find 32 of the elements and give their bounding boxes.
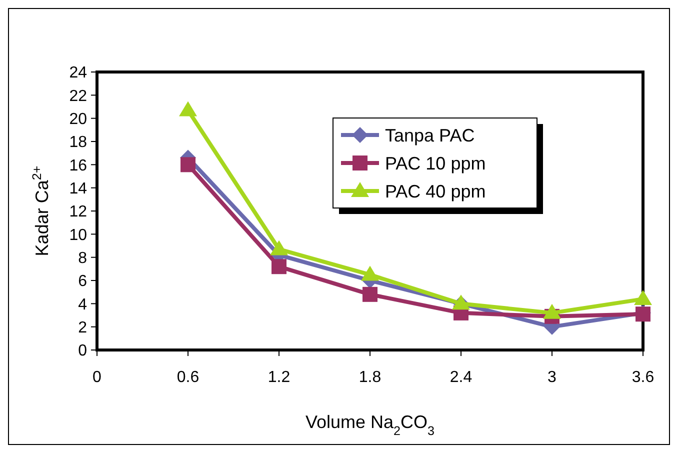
point — [272, 259, 286, 274]
y-tick-label: 24 — [69, 64, 88, 82]
point — [543, 304, 561, 319]
y-tick-label: 22 — [69, 88, 88, 105]
legend-label: Tanpa PAC — [385, 125, 475, 146]
legend-label: PAC 10 ppm — [385, 153, 486, 174]
y-tick-label: 18 — [69, 134, 88, 152]
y-tick-label: 0 — [78, 342, 88, 360]
x-tick-label: 3.6 — [632, 369, 654, 386]
point — [362, 286, 378, 302]
y-tick-label: 20 — [69, 110, 88, 128]
y-tick-label: 14 — [69, 180, 88, 198]
point — [180, 157, 196, 172]
x-tick-label: 3 — [548, 369, 557, 386]
point — [270, 240, 288, 256]
y-tick-label: 12 — [69, 204, 88, 221]
x-tick-label: 0.6 — [176, 369, 200, 386]
x-tick-label: 0 — [92, 369, 102, 386]
x-tick-label: 1.8 — [358, 369, 382, 386]
legend-label: PAC 40 ppm — [385, 181, 486, 202]
y-tick-label: 4 — [78, 296, 88, 314]
y-tick-label: 10 — [69, 226, 88, 244]
point — [179, 101, 197, 116]
x-tick-label: 2.4 — [450, 369, 472, 386]
y-tick-label: 8 — [78, 250, 88, 267]
x-tick-label: 1.2 — [268, 369, 290, 386]
y-tick-label: 6 — [78, 273, 88, 290]
point — [361, 266, 379, 281]
y-tick-label: 16 — [69, 157, 88, 174]
y-tick-label: 2 — [78, 319, 88, 336]
point — [634, 290, 652, 306]
x-axis-title: Volume Na$_{2}$CO$_{3}$ — [305, 412, 435, 438]
